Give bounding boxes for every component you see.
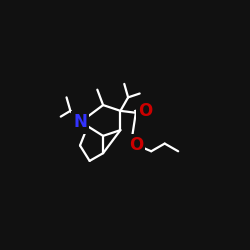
Text: O: O: [129, 136, 143, 154]
Text: N: N: [73, 114, 87, 132]
Text: O: O: [138, 102, 152, 120]
